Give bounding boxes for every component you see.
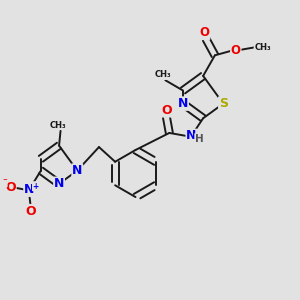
Text: S: S	[219, 97, 228, 110]
Text: N: N	[178, 97, 188, 110]
Text: N: N	[24, 183, 34, 196]
Text: O: O	[161, 104, 172, 117]
Text: N: N	[72, 164, 83, 177]
Text: CH₃: CH₃	[49, 121, 66, 130]
Text: N: N	[186, 129, 197, 142]
Text: O: O	[25, 205, 36, 218]
Text: H: H	[195, 134, 204, 144]
Text: CH₃: CH₃	[254, 43, 271, 52]
Text: O: O	[5, 181, 16, 194]
Text: N: N	[54, 177, 64, 190]
Text: ⁻: ⁻	[2, 178, 7, 187]
Text: O: O	[200, 26, 210, 39]
Text: CH₃: CH₃	[155, 70, 171, 80]
Text: O: O	[231, 44, 241, 56]
Text: +: +	[32, 182, 39, 191]
